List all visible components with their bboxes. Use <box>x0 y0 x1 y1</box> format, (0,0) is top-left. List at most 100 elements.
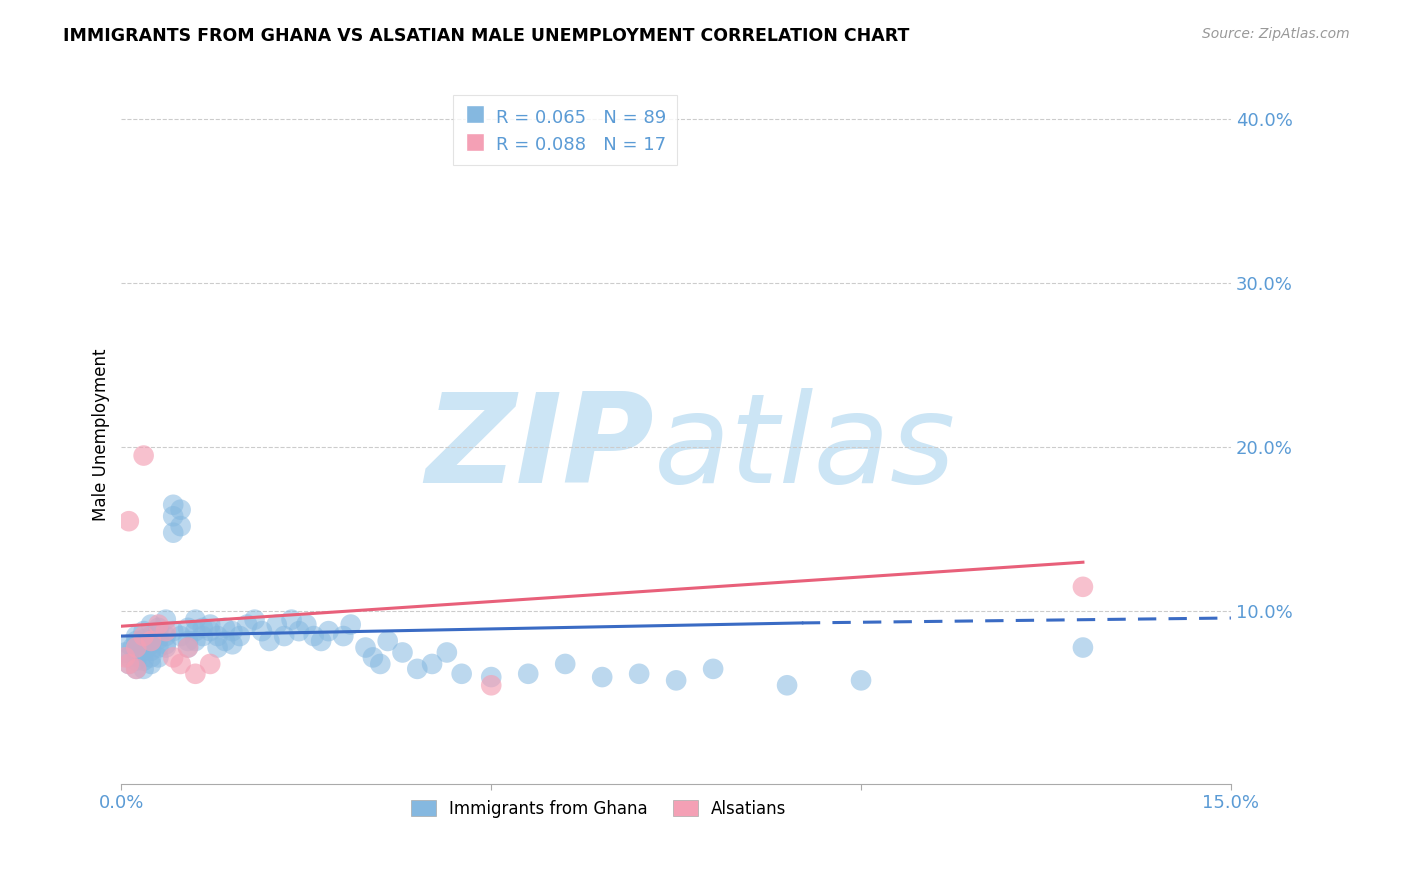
Point <box>148 640 170 655</box>
Text: IMMIGRANTS FROM GHANA VS ALSATIAN MALE UNEMPLOYMENT CORRELATION CHART: IMMIGRANTS FROM GHANA VS ALSATIAN MALE U… <box>63 27 910 45</box>
Point <box>591 670 613 684</box>
Point <box>118 514 141 528</box>
Point <box>177 634 200 648</box>
Point <box>132 654 155 668</box>
Point <box>479 670 502 684</box>
Point <box>177 621 200 635</box>
Point <box>332 629 354 643</box>
Point <box>517 666 540 681</box>
Point <box>1071 580 1094 594</box>
Point <box>132 644 155 658</box>
Point <box>139 657 162 671</box>
Point <box>125 662 148 676</box>
Point <box>849 673 872 688</box>
Point <box>318 624 340 639</box>
Point <box>450 666 472 681</box>
Point <box>132 662 155 676</box>
Point <box>207 640 229 655</box>
Point <box>155 640 177 655</box>
Point <box>118 637 141 651</box>
Point <box>121 640 143 655</box>
Point <box>148 650 170 665</box>
Point <box>169 502 191 516</box>
Point <box>184 634 207 648</box>
Point <box>368 657 391 671</box>
Point <box>169 519 191 533</box>
Point <box>132 632 155 647</box>
Text: atlas: atlas <box>654 389 956 509</box>
Point <box>132 449 155 463</box>
Point <box>162 498 184 512</box>
Point <box>139 650 162 665</box>
Point <box>554 657 576 671</box>
Point <box>148 621 170 635</box>
Point <box>132 624 155 639</box>
Point <box>288 624 311 639</box>
Point <box>155 613 177 627</box>
Text: ZIP: ZIP <box>425 389 654 509</box>
Point <box>309 634 332 648</box>
Point <box>221 624 243 639</box>
Point <box>139 617 162 632</box>
Point <box>1071 640 1094 655</box>
Point <box>169 657 191 671</box>
Point <box>391 645 413 659</box>
Point <box>354 640 377 655</box>
Point <box>148 617 170 632</box>
Point <box>339 617 361 632</box>
Point <box>273 629 295 643</box>
Point <box>177 640 200 655</box>
Point <box>136 640 159 655</box>
Point <box>139 644 162 658</box>
Point <box>295 617 318 632</box>
Point <box>361 650 384 665</box>
Point <box>125 662 148 676</box>
Point <box>406 662 429 676</box>
Point <box>302 629 325 643</box>
Point <box>377 634 399 648</box>
Point <box>129 637 152 651</box>
Point <box>250 624 273 639</box>
Point <box>162 525 184 540</box>
Point <box>214 621 236 635</box>
Point <box>207 629 229 643</box>
Point <box>184 666 207 681</box>
Point <box>236 617 259 632</box>
Text: Source: ZipAtlas.com: Source: ZipAtlas.com <box>1202 27 1350 41</box>
Point <box>628 666 651 681</box>
Point <box>198 657 221 671</box>
Point <box>221 637 243 651</box>
Point <box>184 613 207 627</box>
Legend: Immigrants from Ghana, Alsatians: Immigrants from Ghana, Alsatians <box>404 793 793 824</box>
Point <box>125 644 148 658</box>
Point <box>198 617 221 632</box>
Point <box>665 673 688 688</box>
Point <box>162 650 184 665</box>
Point <box>125 640 148 655</box>
Point <box>162 624 184 639</box>
Point <box>266 617 288 632</box>
Point <box>420 657 443 671</box>
Point <box>118 650 141 665</box>
Point <box>191 621 214 635</box>
Point <box>191 629 214 643</box>
Point <box>132 629 155 643</box>
Point <box>243 613 266 627</box>
Point <box>155 637 177 651</box>
Point <box>479 678 502 692</box>
Point <box>155 624 177 639</box>
Point <box>155 629 177 643</box>
Point <box>148 632 170 647</box>
Point <box>177 640 200 655</box>
Point <box>125 654 148 668</box>
Point <box>139 637 162 651</box>
Point <box>776 678 799 692</box>
Y-axis label: Male Unemployment: Male Unemployment <box>93 349 110 521</box>
Point <box>118 657 141 671</box>
Point <box>118 657 141 671</box>
Point <box>114 645 136 659</box>
Point <box>148 624 170 639</box>
Point <box>280 613 302 627</box>
Point <box>169 629 191 643</box>
Point <box>702 662 724 676</box>
